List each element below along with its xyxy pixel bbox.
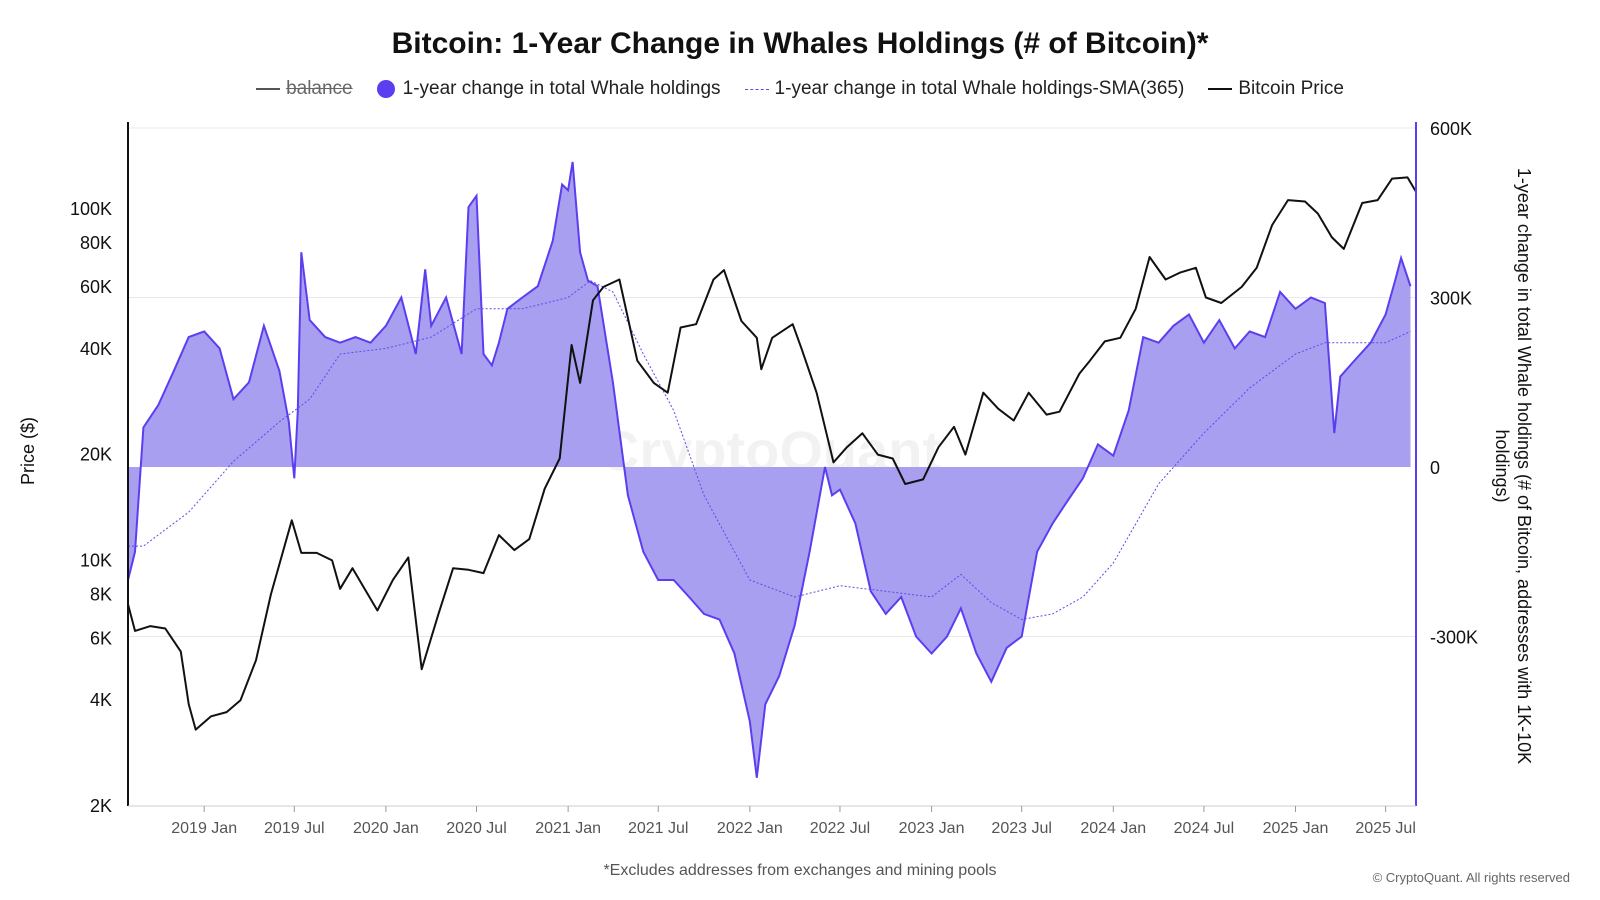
legend-sma-label: 1-year change in total Whale holdings-SM…	[774, 78, 1185, 99]
x-tick-label: 2023 Jul	[991, 820, 1052, 837]
left-tick-label: 4K	[90, 690, 112, 710]
x-tick-label: 2021 Jan	[535, 820, 601, 837]
left-tick-label: 10K	[80, 550, 112, 570]
copyright: © CryptoQuant. All rights reserved	[1372, 870, 1570, 885]
x-tick-label: 2025 Jul	[1355, 820, 1416, 837]
right-tick-label: 300K	[1430, 289, 1472, 309]
left-tick-label: 8K	[90, 584, 112, 604]
legend-item-change[interactable]: 1-year change in total Whale holdings	[376, 78, 721, 100]
legend-price-swatch	[1208, 88, 1233, 90]
legend-sma-swatch	[744, 88, 769, 90]
chart-title: Bitcoin: 1-Year Change in Whales Holding…	[391, 27, 1209, 60]
left-tick-label: 100K	[70, 199, 112, 219]
axes	[127, 122, 1417, 807]
x-tick-label: 2020 Jul	[446, 820, 507, 837]
x-tick-label: 2020 Jan	[353, 820, 419, 837]
right-axis-title: 1-year change in total Whale holdings (#…	[1492, 167, 1534, 765]
legend-item-sma[interactable]: 1-year change in total Whale holdings-SM…	[744, 78, 1185, 100]
x-tick-label: 2024 Jul	[1174, 820, 1235, 837]
legend-item-price[interactable]: Bitcoin Price	[1208, 78, 1344, 100]
left-axis-title: Price ($)	[18, 416, 38, 485]
right-tick-label: 0	[1430, 458, 1440, 478]
legend-item-balance[interactable]: balance	[256, 78, 353, 100]
x-tick-label: 2021 Jul	[628, 820, 689, 837]
legend-price-label: Bitcoin Price	[1238, 78, 1344, 99]
right-axis-ticks: -300K 0 300K 600K	[1430, 119, 1478, 648]
legend-change-swatch	[376, 80, 395, 98]
left-axis-ticks: 2K 4K 6K 8K 10K 20K 40K 60K 80K 100K	[70, 199, 112, 816]
x-tick-label: 2022 Jul	[810, 820, 871, 837]
legend-balance-swatch	[256, 88, 281, 90]
change-area-fill	[128, 161, 1411, 778]
x-tick-label: 2024 Jan	[1080, 820, 1146, 837]
left-tick-label: 80K	[80, 233, 112, 253]
left-tick-label: 2K	[90, 796, 112, 816]
sma-line	[128, 280, 1411, 621]
x-tick-label: 2019 Jul	[264, 820, 325, 837]
left-tick-label: 6K	[90, 628, 112, 648]
x-tick-label: 2025 Jan	[1263, 820, 1329, 837]
x-tick-label: 2019 Jan	[171, 820, 237, 837]
x-tick-label: 2022 Jan	[717, 820, 783, 837]
price-line-layer	[127, 176, 1417, 731]
legend: balance 1-year change in total Whale hol…	[0, 78, 1600, 100]
right-tick-label: 600K	[1430, 119, 1472, 139]
x-tick-label: 2023 Jan	[899, 820, 965, 837]
left-tick-label: 20K	[80, 445, 112, 465]
sma-line-layer	[128, 280, 1411, 621]
footnote: *Excludes addresses from exchanges and m…	[603, 862, 997, 879]
x-axis-ticks: 2019 Jan 2019 Jul 2020 Jan 2020 Jul 2021 Jan…	[171, 806, 1416, 837]
left-tick-label: 60K	[80, 277, 112, 297]
left-tick-label: 40K	[80, 339, 112, 359]
legend-balance-label: balance	[286, 78, 353, 99]
change-area-layer	[127, 161, 1412, 778]
price-line	[127, 176, 1417, 731]
right-tick-label: -300K	[1430, 628, 1478, 648]
legend-change-label: 1-year change in total Whale holdings	[402, 78, 721, 99]
